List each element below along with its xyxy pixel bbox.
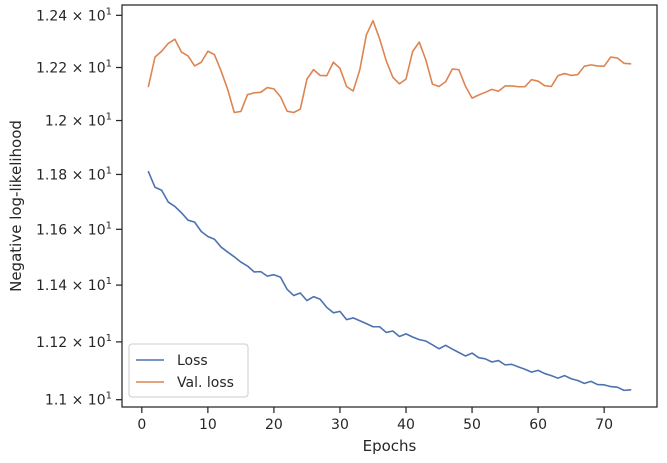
x-tick-label: 20 <box>265 417 283 433</box>
x-axis: 0 10 20 30 40 50 60 70 <box>137 407 613 433</box>
legend-box <box>128 343 249 398</box>
y-tick-mantissa: 1.12 <box>36 335 67 351</box>
y-tick-mantissa: 1.16 <box>36 222 67 238</box>
y-tick-suffix: × 10 <box>67 393 105 409</box>
y-tick-label: 1.18 × 101 <box>36 165 112 183</box>
y-tick-suffix: × 10 <box>67 167 105 183</box>
legend-label: Loss <box>177 353 208 369</box>
x-tick-label: 50 <box>463 417 481 433</box>
y-tick-label: 1.2 × 101 <box>45 112 112 130</box>
y-tick-label: 1.22 × 101 <box>36 59 112 77</box>
y-tick-exponent: 1 <box>106 59 112 70</box>
y-tick-exponent: 1 <box>106 220 112 231</box>
series-line-val-loss <box>147 19 632 114</box>
y-tick-exponent: 1 <box>106 112 112 123</box>
y-tick-label: 1.24 × 101 <box>36 6 112 24</box>
x-tick-label: 70 <box>595 417 613 433</box>
y-tick-exponent: 1 <box>106 165 112 176</box>
y-tick-mantissa: 1.18 <box>36 167 67 183</box>
series-lines <box>147 19 632 392</box>
y-tick-suffix: × 10 <box>67 114 105 130</box>
x-tick-label: 60 <box>529 417 547 433</box>
series-line-loss <box>147 170 632 392</box>
y-tick-suffix: × 10 <box>67 8 105 24</box>
plot-frame <box>121 4 658 408</box>
y-tick-exponent: 1 <box>106 6 112 17</box>
y-tick-suffix: × 10 <box>67 335 105 351</box>
x-tick-label: 0 <box>137 417 146 433</box>
x-axis-label: Epochs <box>363 437 417 455</box>
y-tick-label: 1.16 × 101 <box>36 220 112 238</box>
y-tick-exponent: 1 <box>106 276 112 287</box>
y-tick-suffix: × 10 <box>67 61 105 77</box>
legend: Loss Val. loss <box>128 343 249 398</box>
y-tick-suffix: × 10 <box>67 278 105 294</box>
y-tick-mantissa: 1.24 <box>36 8 67 24</box>
y-tick-exponent: 1 <box>106 391 112 402</box>
x-tick-label: 40 <box>397 417 415 433</box>
y-tick-mantissa: 1.1 <box>45 393 67 409</box>
y-tick-label: 1.14 × 101 <box>36 276 112 294</box>
y-tick-label: 1.1 × 101 <box>45 391 112 409</box>
y-axis-label: Negative log-likelihood <box>7 120 25 292</box>
y-tick-mantissa: 1.22 <box>36 61 67 77</box>
y-tick-suffix: × 10 <box>67 222 105 238</box>
y-tick-label: 1.12 × 101 <box>36 333 112 351</box>
y-tick-mantissa: 1.2 <box>45 114 67 130</box>
x-tick-label: 30 <box>331 417 349 433</box>
x-tick-label: 10 <box>199 417 217 433</box>
legend-label: Val. loss <box>177 375 234 391</box>
y-tick-mantissa: 1.14 <box>36 278 67 294</box>
y-tick-exponent: 1 <box>106 333 112 344</box>
